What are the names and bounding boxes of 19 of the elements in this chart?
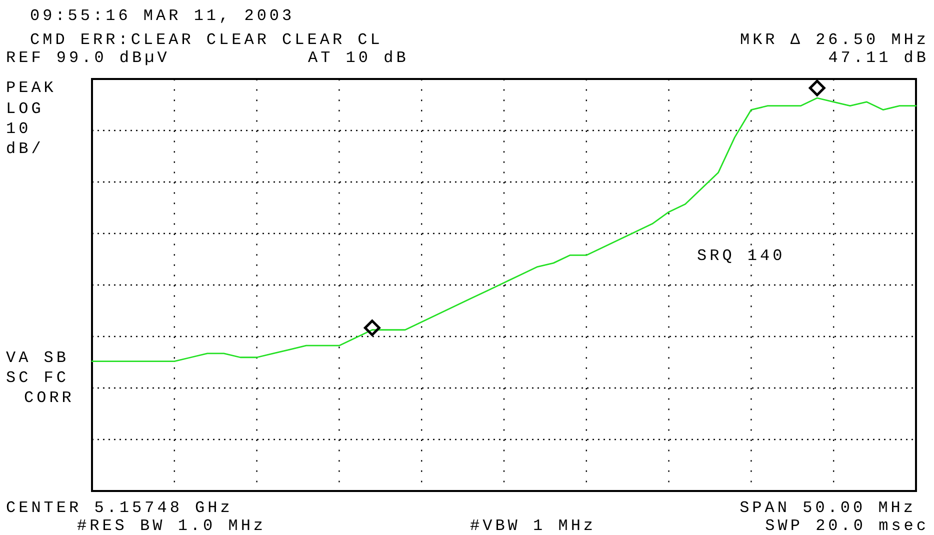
text: MKR Δ 26.50 MHz [740,31,929,49]
text: SPAN 50.00 MHz [740,499,916,517]
text: CMD ERR:CLEAR CLEAR CLEAR CL [30,31,383,49]
text: #VBW 1 MHz [470,517,596,535]
annotation: SRQ 140 [697,247,786,265]
text: #RES BW 1.0 MHz [77,517,266,535]
text: CENTER 5.15748 GHz [6,499,233,517]
text: REF 99.0 dBµV [6,49,170,67]
text: 10 [6,120,32,138]
text: LOG [6,100,44,118]
text: CORR [24,389,74,407]
text: dB/ [6,140,44,158]
text: VA SB [6,349,70,367]
text: SC FC [6,369,70,387]
text: 47.11 dB [828,49,929,67]
text: 09:55:16 MAR 11, 2003 [30,7,295,25]
text: SWP 20.0 msec [765,517,929,535]
text: PEAK [6,79,56,97]
text: AT 10 dB [308,49,409,67]
